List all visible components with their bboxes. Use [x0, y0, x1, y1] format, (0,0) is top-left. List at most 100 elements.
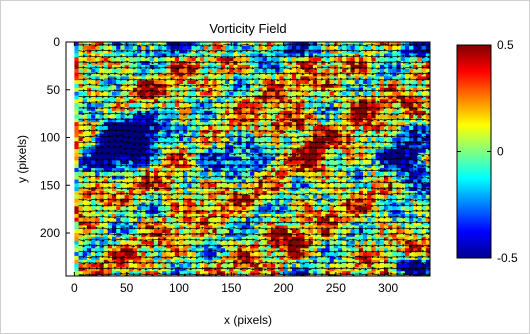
vorticity-cell [137, 103, 142, 108]
vorticity-cell [158, 87, 163, 93]
vorticity-cell [183, 42, 188, 47]
vorticity-cell [258, 68, 264, 74]
vorticity-cell [74, 168, 80, 173]
vorticity-cell [396, 168, 402, 173]
vorticity-cell [241, 244, 247, 249]
vorticity-cell [308, 156, 314, 161]
vorticity-cell [103, 225, 109, 230]
vorticity-cell [120, 118, 126, 123]
vorticity-cell [367, 118, 372, 123]
vorticity-cell [321, 259, 326, 265]
vorticity-cell [174, 252, 180, 257]
vorticity-cell [153, 152, 159, 158]
vorticity-cell [204, 248, 209, 253]
vorticity-cell [82, 183, 88, 188]
vorticity-cell [254, 42, 260, 47]
vorticity-cell [358, 118, 364, 123]
vorticity-cell [358, 236, 364, 242]
vorticity-cell [363, 210, 368, 215]
vorticity-cell [279, 99, 285, 104]
vorticity-cell [187, 42, 193, 47]
vorticity-cell [229, 179, 234, 184]
vorticity-cell [409, 76, 414, 81]
vorticity-cell [229, 263, 234, 268]
vorticity-cell [82, 187, 88, 192]
vorticity-cell [342, 221, 347, 226]
vorticity-cell [350, 149, 356, 154]
vorticity-cell [220, 141, 226, 146]
vorticity-cell [95, 244, 101, 249]
vorticity-cell [384, 175, 389, 181]
vorticity-cell [384, 80, 389, 85]
vorticity-cell [333, 152, 339, 158]
vorticity-cell [241, 152, 247, 158]
vorticity-cell [199, 240, 205, 246]
vorticity-cell [120, 149, 126, 154]
vorticity-cell [141, 64, 147, 70]
vorticity-cell [375, 225, 381, 230]
vorticity-cell [404, 206, 410, 211]
vorticity-cell [384, 244, 389, 249]
vorticity-cell [296, 175, 301, 181]
vorticity-cell [325, 252, 331, 257]
vorticity-cell [279, 236, 285, 242]
vorticity-cell [388, 149, 393, 154]
vorticity-cell [103, 106, 109, 112]
vorticity-cell [266, 110, 272, 116]
vorticity-cell [279, 95, 285, 100]
vorticity-cell [132, 45, 138, 51]
vorticity-cell [86, 213, 92, 219]
vorticity-cell [271, 118, 276, 123]
vorticity-cell [120, 137, 126, 142]
vorticity-cell [132, 206, 138, 211]
vorticity-cell [317, 42, 322, 47]
vorticity-cell [304, 103, 310, 108]
vorticity-cell [291, 213, 297, 219]
vorticity-cell [241, 129, 247, 135]
vorticity-cell [266, 252, 272, 257]
vorticity-cell [166, 255, 172, 261]
vorticity-cell [283, 244, 289, 249]
vorticity-cell [103, 91, 109, 97]
vorticity-cell [317, 233, 322, 238]
vorticity-cell [187, 213, 193, 219]
vorticity-cell [112, 57, 117, 62]
vorticity-cell [174, 217, 180, 223]
vorticity-cell [300, 133, 306, 139]
vorticity-cell [170, 149, 176, 154]
vorticity-cell [287, 217, 293, 223]
vorticity-cell [279, 72, 285, 77]
vorticity-cell [95, 271, 101, 276]
vorticity-cell [321, 137, 326, 142]
vorticity-cell [304, 110, 310, 116]
vorticity-cell [128, 271, 134, 276]
vorticity-cell [350, 267, 356, 272]
vorticity-cell [166, 61, 172, 66]
vorticity-cell [304, 68, 310, 74]
vorticity-cell [283, 179, 289, 184]
vorticity-cell [396, 61, 402, 66]
vorticity-cell [291, 202, 297, 207]
vorticity-cell [174, 229, 180, 234]
vorticity-cell [74, 225, 80, 230]
vorticity-cell [396, 49, 402, 54]
vorticity-cell [279, 126, 285, 131]
vorticity-cell [346, 240, 352, 246]
vorticity-cell [312, 194, 318, 200]
vorticity-cell [317, 179, 322, 184]
vorticity-cell [158, 191, 163, 196]
vorticity-cell [137, 236, 142, 242]
vorticity-cell [241, 57, 247, 62]
vorticity-cell [99, 263, 105, 268]
vorticity-cell [346, 103, 352, 108]
vorticity-cell [195, 263, 201, 268]
vorticity-cell [241, 221, 247, 226]
vorticity-cell [388, 145, 393, 150]
vorticity-cell [271, 202, 276, 207]
vorticity-cell [279, 213, 285, 219]
vorticity-cell [400, 87, 406, 93]
vorticity-cell [392, 45, 398, 51]
vorticity-cell [82, 156, 88, 161]
vorticity-cell [312, 248, 318, 253]
vorticity-cell [78, 95, 84, 100]
